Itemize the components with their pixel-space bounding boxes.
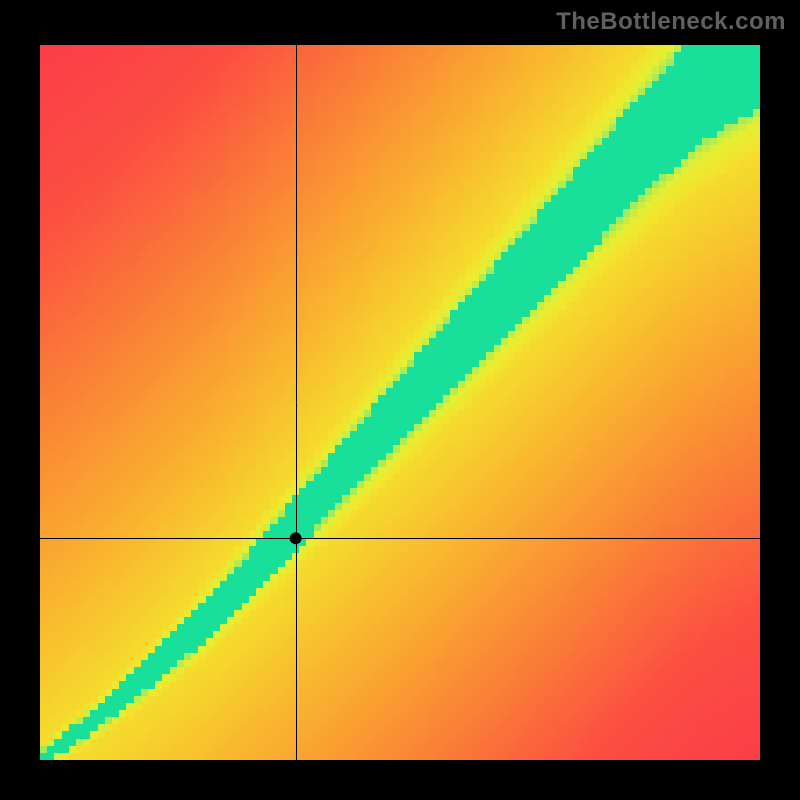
chart-container: TheBottleneck.com <box>0 0 800 800</box>
attribution-text: TheBottleneck.com <box>556 8 786 36</box>
heatmap-canvas <box>40 45 760 760</box>
heatmap-plot <box>40 45 760 760</box>
